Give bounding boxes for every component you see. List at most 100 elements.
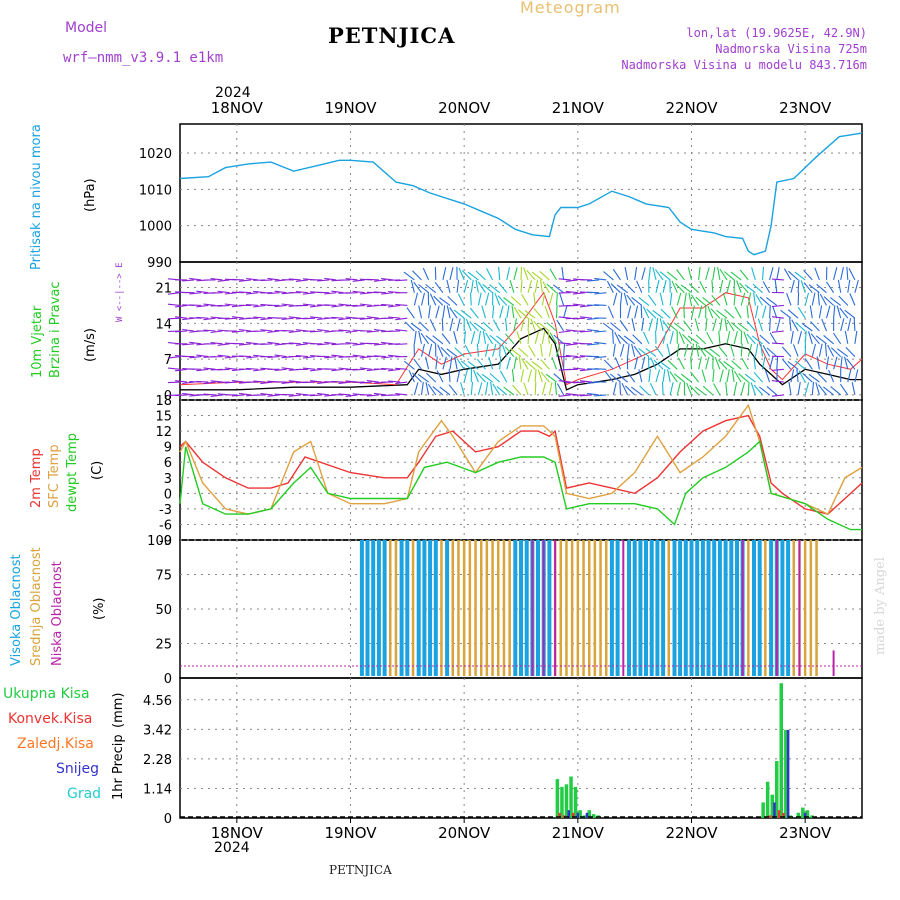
wind-barb: [281, 381, 294, 384]
wind-barb: [653, 359, 664, 370]
wind-barb: [469, 321, 479, 332]
wind-barb: [182, 279, 195, 282]
wind-barb: [683, 343, 689, 357]
wind-barb: [504, 346, 515, 357]
wind-barb: [673, 322, 685, 332]
wind-barb: [726, 369, 730, 383]
wind-barb: [642, 306, 650, 319]
wind-barb: [815, 335, 827, 345]
wind-barb: [494, 293, 501, 306]
wind-barb: [167, 381, 181, 384]
wind-barb: [631, 386, 643, 396]
wind-barb: [818, 305, 823, 319]
wind-barb: [224, 317, 237, 320]
total-precip-bar: [573, 786, 578, 818]
wind-barb: [288, 380, 301, 383]
wind-barb: [541, 330, 546, 344]
wind-barb: [733, 370, 742, 383]
wind-barb: [484, 382, 489, 395]
y-tick-label: -6: [159, 518, 172, 533]
wind-barb: [669, 382, 674, 396]
wind-barb: [783, 268, 792, 281]
wind-barb: [310, 304, 323, 308]
wind-barb: [338, 367, 351, 370]
wind-barb: [631, 318, 636, 332]
wind-barb: [381, 356, 394, 359]
low-cloud-bar: [542, 540, 545, 676]
wind-barb: [217, 304, 230, 307]
high-cloud-bar: [706, 540, 711, 676]
wind-barb: [366, 394, 379, 397]
wind-barb: [738, 373, 749, 383]
wind-barb: [345, 292, 358, 294]
wind-barb: [556, 319, 565, 332]
wind-barb: [558, 380, 571, 383]
wind-barb: [725, 381, 728, 395]
total-precip-bar: [784, 729, 788, 818]
wind-barb: [196, 304, 209, 308]
wind-barb: [690, 305, 695, 319]
mid-cloud-bar: [497, 540, 500, 676]
wind-barb: [510, 348, 522, 358]
wind-barb: [621, 382, 629, 396]
wind-barb: [788, 381, 792, 395]
wind-barb: [739, 282, 749, 294]
y-tick-label: 18: [155, 394, 172, 409]
wind-barb: [823, 296, 834, 306]
wind-barb: [310, 316, 323, 319]
wind-barb: [669, 371, 678, 383]
mid-cloud-bar: [502, 540, 506, 676]
wind-barb: [743, 331, 749, 344]
wind-barb: [803, 269, 813, 281]
high-cloud-bar: [638, 540, 643, 676]
wind-barb: [558, 278, 571, 281]
wind-barb: [217, 354, 230, 358]
wind-barb: [627, 305, 632, 319]
wind-barb: [655, 279, 660, 293]
mid-cloud-bar: [815, 540, 818, 676]
total-precip-bar: [801, 807, 805, 818]
wind-barb: [737, 322, 749, 332]
wind-barb: [432, 386, 444, 396]
snow-precip-bar: [576, 812, 580, 818]
y-tick-label: 0: [164, 812, 172, 827]
wind-barb: [833, 267, 838, 281]
wind-barb: [811, 343, 817, 357]
wind-barb: [408, 370, 415, 383]
legend-snow: Snijeg: [56, 761, 100, 777]
wind-barb: [713, 383, 721, 396]
wind-barb: [506, 305, 510, 319]
wind-barb: [687, 267, 693, 281]
wind-barb: [395, 279, 408, 282]
x-tick-label-bottom: 19NOV: [324, 824, 377, 842]
y-tick-label: 1.14: [143, 782, 172, 797]
wind-barb: [231, 316, 244, 319]
wind-barb: [551, 356, 558, 370]
wind-barb: [680, 373, 692, 383]
mid-cloud-bar: [576, 540, 580, 676]
wind-barb: [274, 368, 287, 371]
wind-barb: [751, 267, 756, 281]
wind-barb: [757, 318, 764, 332]
wind-barb: [281, 303, 294, 306]
high-cloud-bar: [712, 540, 717, 676]
total-precip-bar: [765, 781, 770, 818]
wind-barb: [771, 342, 784, 345]
wind-barb: [324, 341, 337, 345]
wind-barb: [477, 281, 486, 294]
total-precip-bar: [569, 776, 573, 818]
wind-barb: [690, 343, 695, 357]
wind-barb: [705, 318, 708, 332]
wind-barb: [612, 343, 616, 357]
wind-barb: [702, 296, 714, 306]
wind-barb: [310, 380, 323, 383]
wind-barb: [662, 369, 666, 383]
high-cloud-bar: [780, 540, 785, 676]
wind-barb: [752, 283, 763, 294]
wind-barb: [843, 356, 849, 370]
wind-barb: [406, 307, 415, 319]
wind-barb: [492, 383, 501, 396]
wind-barb: [518, 347, 529, 358]
high-cloud-bar: [359, 540, 364, 676]
wind-barb: [439, 386, 451, 396]
